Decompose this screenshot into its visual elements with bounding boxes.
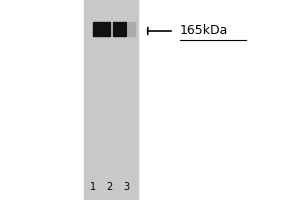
- Bar: [84, 0, 138, 200]
- Text: 165kDa: 165kDa: [180, 24, 228, 38]
- Text: 2: 2: [106, 182, 112, 192]
- Text: 3: 3: [123, 182, 129, 192]
- Bar: [128, 22, 135, 36]
- Bar: [112, 22, 126, 36]
- Text: 1: 1: [90, 182, 96, 192]
- Bar: [93, 22, 110, 36]
